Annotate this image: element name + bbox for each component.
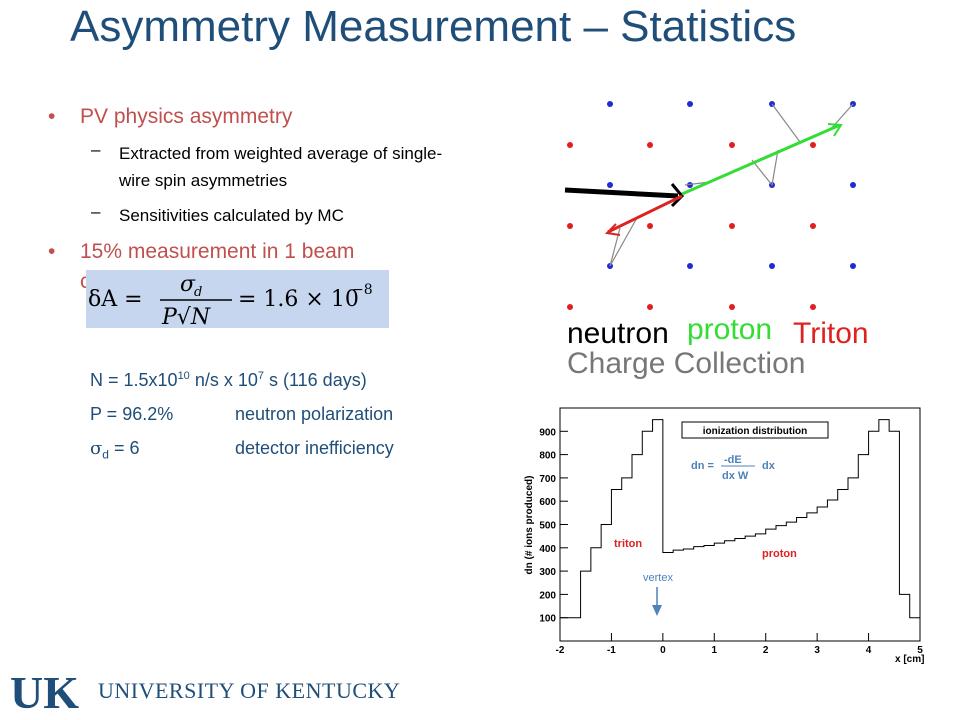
triton-track [607,194,683,234]
x-tick-label: -2 [556,645,565,656]
formula-numerator-sub: d [194,285,202,300]
bullet-text: PV physics asymmetry [80,105,293,128]
chart-title-box [681,421,829,439]
subitem-text: Extracted from weighted average of singl… [119,144,443,190]
bullet-dot: • [48,105,56,128]
chart-frame [559,407,921,642]
svg-text:dn =: dn = [691,460,714,472]
histogram-line [560,419,920,619]
slide-title: Asymmetry Measurement – Statistics [70,2,797,51]
y-tick-label: 400 [539,544,556,555]
formula-box: δA = σ d P√N = 1.6 × 10 −8 [86,270,389,330]
triton-arrowhead [604,223,621,236]
vertex-annotation: vertex [643,572,673,584]
bullet-dot: • [48,240,56,263]
proton-arrowhead [827,123,843,137]
neutron-label: neutron [567,317,669,350]
formula-rhs-exp: −8 [352,282,373,298]
ionization-chart: 100 200 300 400 500 600 700 800 900 -2 -1 0 1 2 3 4 5 i… [524,407,924,665]
param-n: N = 1.5x1010 n/s x 107 s (116 days) [90,370,367,390]
charge-collection-label: Charge Collection [567,347,806,380]
y-tick-label: 800 [539,451,556,462]
uk-logo-letters: UK [10,668,79,716]
x-tick-label: 5 [917,645,923,656]
subitem-text: Sensitivities calculated by MC [119,206,344,225]
y-tick-label: 600 [539,497,556,508]
formula-rhs: = 1.6 × 10 [238,287,359,312]
param-sigma: σd = 6 detector inefficiency [90,438,394,462]
param-p: P = 96.2% neutron polarization [90,404,394,424]
wire-grid [567,101,856,310]
x-tick-label: 2 [763,645,769,656]
chart-formula: dn = -dE dx W dx [691,454,776,482]
university-name: UNIVERSITY OF KENTUCKY [98,678,401,703]
proton-label: proton [687,313,773,346]
proton-annotation: proton [762,548,797,560]
uk-logo: UK [10,668,79,716]
y-tick-label: 500 [539,521,556,532]
y-tick-label: 700 [539,474,556,485]
y-axis-label: dn (# ions produced) [524,476,535,575]
x-tick-label: 3 [814,645,820,656]
track-diagram [564,101,856,310]
y-tick-label: 900 [539,427,556,438]
neutron-track [564,187,679,199]
svg-text:dx W: dx W [722,470,749,482]
formula-denominator: P√N [161,305,211,328]
bullet-text-cont: c [80,270,91,294]
formula-equation: δA = σ d P√N = 1.6 × 10 −8 [88,272,373,330]
x-tick-label: 0 [660,645,666,656]
x-tick-label: -1 [607,645,616,656]
x-tick-label: 4 [866,645,872,656]
x-tick-label: 1 [712,645,718,656]
charge-paths [609,103,854,267]
chart-title: ionization distribution [703,426,807,437]
vertex-arrow [652,587,662,616]
bullet-text: 15% measurement in 1 beam [80,240,355,263]
formula-lhs: δA = [88,287,143,312]
y-tick-label: 300 [539,567,556,578]
x-axis-label: x [cm] [895,654,924,665]
y-tick-label: 100 [539,614,556,625]
triton-label: Triton [793,317,869,350]
svg-text:-dE: -dE [724,454,742,466]
formula-numerator: σ [180,272,196,297]
svg-text:dx: dx [762,460,776,472]
proton-track [681,123,841,196]
triton-annotation: triton [614,538,642,550]
y-tick-label: 200 [539,590,556,601]
